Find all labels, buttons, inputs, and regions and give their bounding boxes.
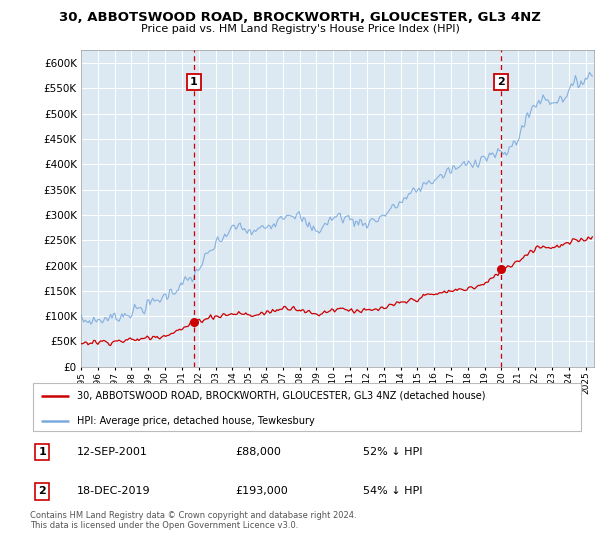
Text: £88,000: £88,000 xyxy=(235,447,281,457)
Text: 18-DEC-2019: 18-DEC-2019 xyxy=(77,487,151,496)
Text: 52% ↓ HPI: 52% ↓ HPI xyxy=(363,447,422,457)
Text: 1: 1 xyxy=(190,77,198,87)
Text: Contains HM Land Registry data © Crown copyright and database right 2024.
This d: Contains HM Land Registry data © Crown c… xyxy=(30,511,356,530)
Text: 2: 2 xyxy=(497,77,505,87)
Text: 2: 2 xyxy=(38,487,46,496)
Text: £193,000: £193,000 xyxy=(235,487,288,496)
Text: 30, ABBOTSWOOD ROAD, BROCKWORTH, GLOUCESTER, GL3 4NZ (detached house): 30, ABBOTSWOOD ROAD, BROCKWORTH, GLOUCES… xyxy=(77,391,485,401)
Text: HPI: Average price, detached house, Tewkesbury: HPI: Average price, detached house, Tewk… xyxy=(77,416,315,426)
Text: 1: 1 xyxy=(38,447,46,457)
FancyBboxPatch shape xyxy=(33,384,581,431)
Text: 12-SEP-2001: 12-SEP-2001 xyxy=(77,447,148,457)
Text: 30, ABBOTSWOOD ROAD, BROCKWORTH, GLOUCESTER, GL3 4NZ: 30, ABBOTSWOOD ROAD, BROCKWORTH, GLOUCES… xyxy=(59,11,541,24)
Text: Price paid vs. HM Land Registry's House Price Index (HPI): Price paid vs. HM Land Registry's House … xyxy=(140,24,460,34)
Text: 54% ↓ HPI: 54% ↓ HPI xyxy=(363,487,422,496)
